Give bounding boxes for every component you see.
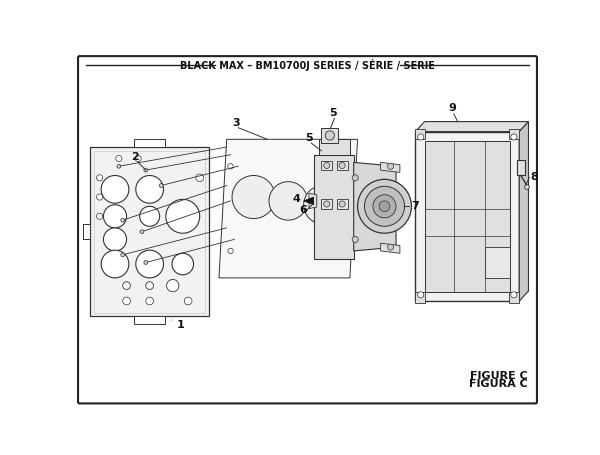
Polygon shape — [309, 193, 317, 208]
Circle shape — [524, 185, 529, 189]
Circle shape — [334, 201, 358, 224]
Circle shape — [269, 182, 308, 220]
Polygon shape — [509, 292, 519, 303]
Polygon shape — [83, 224, 91, 239]
Polygon shape — [509, 129, 519, 139]
Text: 1: 1 — [172, 320, 184, 330]
Circle shape — [123, 297, 130, 305]
Circle shape — [358, 179, 412, 233]
Polygon shape — [415, 129, 425, 139]
Circle shape — [97, 194, 103, 200]
Circle shape — [140, 206, 160, 226]
Polygon shape — [415, 121, 529, 131]
Text: FIGURE C: FIGURE C — [470, 371, 527, 381]
Text: BLACK MAX – BM10700J SERIES / SÉRIE / SERIE: BLACK MAX – BM10700J SERIES / SÉRIE / SE… — [180, 59, 435, 71]
Circle shape — [364, 186, 404, 226]
Bar — [322, 161, 332, 170]
Circle shape — [325, 131, 334, 140]
Circle shape — [323, 162, 330, 168]
Polygon shape — [94, 151, 205, 313]
Bar — [337, 199, 347, 208]
Circle shape — [97, 175, 103, 181]
Circle shape — [323, 201, 330, 207]
Circle shape — [146, 297, 154, 305]
Polygon shape — [314, 155, 354, 258]
Circle shape — [166, 199, 200, 233]
Polygon shape — [304, 197, 314, 205]
Circle shape — [101, 176, 129, 203]
Circle shape — [352, 236, 358, 243]
FancyBboxPatch shape — [78, 56, 537, 404]
Circle shape — [335, 163, 341, 169]
Text: 3: 3 — [232, 118, 240, 128]
Circle shape — [196, 174, 203, 182]
Circle shape — [388, 163, 394, 169]
Polygon shape — [354, 162, 396, 251]
Circle shape — [103, 205, 127, 228]
Circle shape — [335, 248, 341, 253]
Polygon shape — [485, 247, 510, 278]
Circle shape — [144, 261, 148, 264]
Polygon shape — [380, 243, 400, 253]
Polygon shape — [415, 292, 425, 303]
Circle shape — [159, 183, 163, 187]
Text: 7: 7 — [412, 201, 419, 211]
Circle shape — [167, 279, 179, 292]
Bar — [322, 199, 332, 208]
Polygon shape — [219, 139, 358, 278]
Circle shape — [123, 282, 130, 289]
Circle shape — [373, 195, 396, 218]
Circle shape — [339, 162, 345, 168]
Text: 4: 4 — [293, 193, 301, 203]
Text: 5: 5 — [329, 108, 337, 118]
Circle shape — [97, 213, 103, 219]
Circle shape — [511, 292, 517, 298]
Polygon shape — [91, 147, 209, 316]
Circle shape — [511, 134, 517, 140]
Circle shape — [144, 168, 148, 172]
Circle shape — [339, 201, 345, 207]
Polygon shape — [319, 139, 350, 155]
Circle shape — [140, 230, 144, 233]
Polygon shape — [380, 162, 400, 172]
Text: 6: 6 — [300, 205, 308, 215]
Polygon shape — [517, 160, 524, 176]
Circle shape — [388, 244, 394, 250]
Circle shape — [232, 176, 275, 218]
Circle shape — [136, 176, 164, 203]
Circle shape — [172, 253, 194, 275]
Circle shape — [184, 297, 192, 305]
Circle shape — [121, 253, 125, 257]
Polygon shape — [415, 131, 519, 301]
Circle shape — [101, 250, 129, 278]
Polygon shape — [519, 121, 529, 301]
Polygon shape — [134, 139, 165, 147]
Circle shape — [418, 292, 424, 298]
Polygon shape — [322, 128, 338, 143]
Circle shape — [228, 248, 233, 253]
Polygon shape — [134, 316, 165, 324]
Circle shape — [121, 218, 125, 222]
Circle shape — [304, 186, 342, 224]
Text: 9: 9 — [448, 103, 456, 113]
Bar — [337, 161, 347, 170]
Circle shape — [379, 201, 390, 212]
Circle shape — [136, 250, 164, 278]
Text: 2: 2 — [131, 152, 139, 162]
Circle shape — [146, 282, 154, 289]
Circle shape — [135, 156, 141, 162]
Text: 8: 8 — [530, 172, 538, 182]
Circle shape — [228, 163, 233, 169]
Circle shape — [117, 164, 121, 168]
Circle shape — [103, 228, 127, 251]
Text: 5: 5 — [305, 133, 313, 143]
Polygon shape — [425, 141, 510, 292]
Text: FIGURA C: FIGURA C — [469, 379, 528, 389]
Circle shape — [418, 134, 424, 140]
Circle shape — [116, 156, 122, 162]
Circle shape — [352, 175, 358, 181]
